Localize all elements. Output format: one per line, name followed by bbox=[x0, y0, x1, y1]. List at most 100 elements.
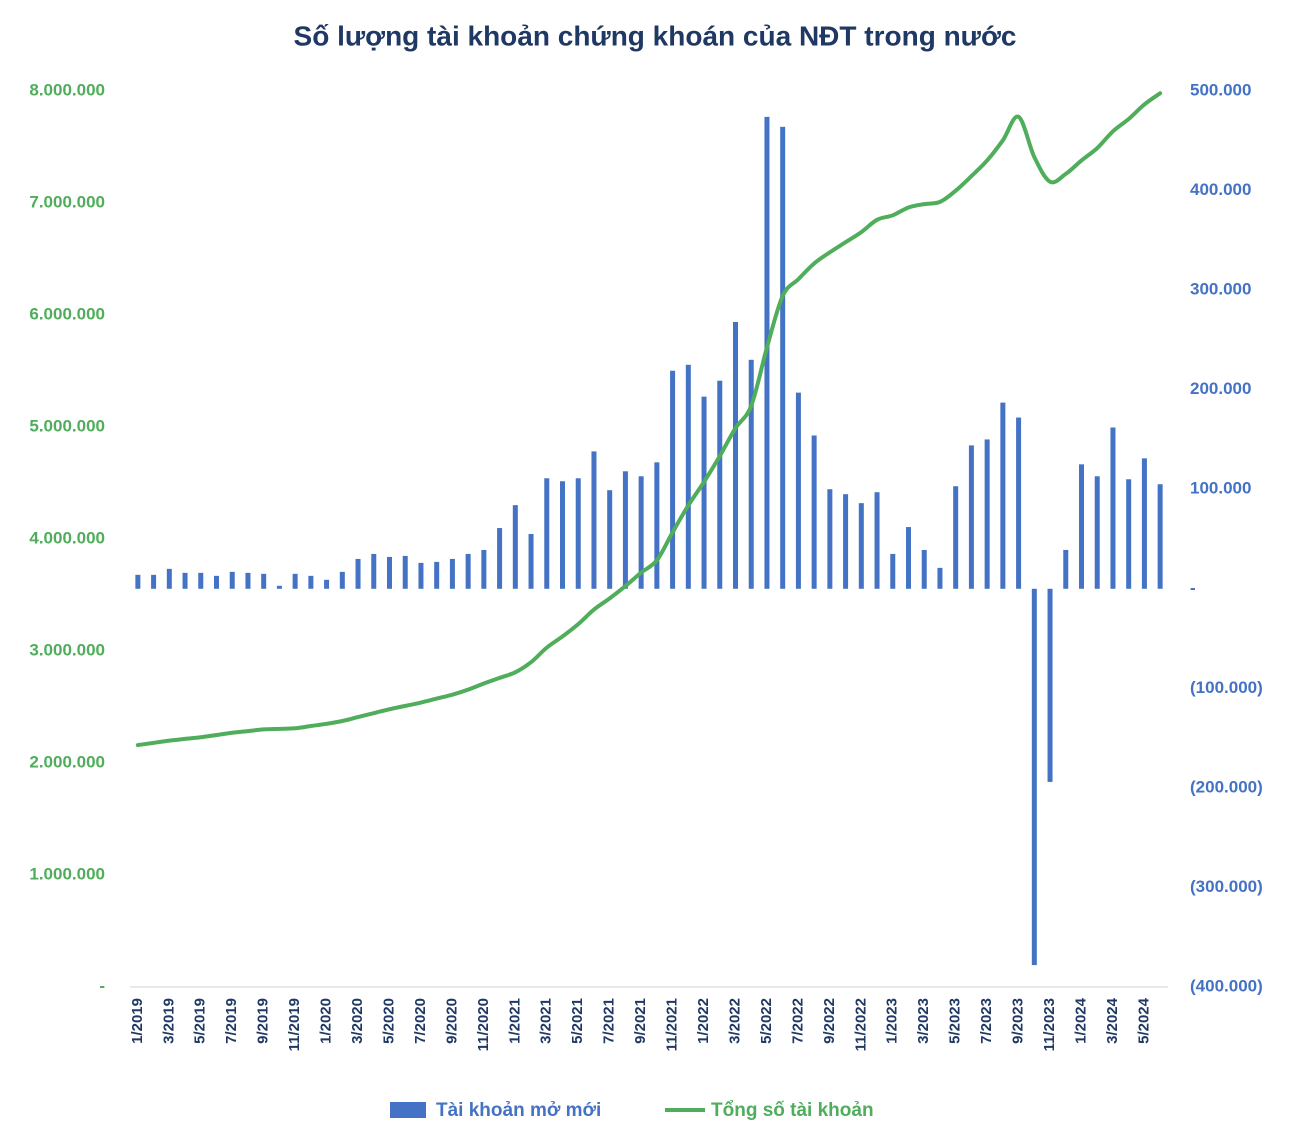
x-tick-label: 3/2019 bbox=[160, 998, 177, 1044]
bar bbox=[151, 574, 157, 589]
y2-tick-label: (300.000) bbox=[1190, 877, 1263, 896]
y2-tick-label: 400.000 bbox=[1190, 180, 1251, 199]
x-tick-label: 5/2021 bbox=[569, 998, 586, 1044]
bar bbox=[198, 572, 204, 589]
y-tick-label: 4.000.000 bbox=[29, 528, 105, 547]
bar bbox=[245, 572, 251, 589]
bar bbox=[874, 492, 880, 589]
bar bbox=[1110, 427, 1116, 589]
bar bbox=[371, 553, 377, 589]
bar bbox=[780, 126, 786, 589]
bar bbox=[685, 364, 691, 589]
x-tick-label: 9/2019 bbox=[255, 998, 272, 1044]
legend-label: Tài khoản mở mới bbox=[436, 1100, 601, 1121]
y2-tick-label: (400.000) bbox=[1190, 976, 1263, 995]
bar bbox=[418, 562, 424, 589]
bar bbox=[733, 321, 738, 589]
bar bbox=[434, 561, 440, 589]
y2-tick-label: (100.000) bbox=[1190, 678, 1263, 697]
bar bbox=[261, 573, 267, 589]
x-tick-label: 7/2021 bbox=[601, 998, 618, 1044]
bar bbox=[1000, 402, 1006, 589]
y2-tick-label: 100.000 bbox=[1190, 479, 1251, 498]
bar bbox=[701, 396, 707, 589]
x-tick-label: 7/2020 bbox=[412, 998, 429, 1044]
x-tick-label: 9/2023 bbox=[1010, 998, 1027, 1044]
bar bbox=[544, 478, 550, 589]
bar bbox=[560, 481, 565, 589]
y-tick-label: 1.000.000 bbox=[29, 864, 105, 883]
bar bbox=[622, 471, 628, 589]
bar bbox=[292, 573, 298, 589]
x-tick-label: 3/2023 bbox=[915, 998, 932, 1044]
bar bbox=[811, 435, 817, 589]
x-tick-label: 1/2020 bbox=[318, 998, 335, 1044]
bar bbox=[638, 476, 644, 589]
x-tick-label: 11/2021 bbox=[664, 998, 681, 1051]
x-tick-label: 7/2023 bbox=[978, 998, 995, 1044]
y2-tick-label: 500.000 bbox=[1190, 80, 1251, 99]
bar bbox=[497, 528, 503, 589]
x-tick-label: 11/2020 bbox=[475, 998, 492, 1051]
bar bbox=[528, 534, 534, 589]
y-tick-label: 6.000.000 bbox=[29, 304, 105, 323]
y-tick-label: 2.000.000 bbox=[29, 752, 105, 771]
bar bbox=[481, 549, 487, 589]
x-tick-label: 11/2019 bbox=[286, 998, 303, 1051]
bar bbox=[748, 359, 754, 589]
bar bbox=[937, 567, 943, 589]
bar bbox=[968, 445, 974, 589]
bar bbox=[717, 380, 723, 589]
bar bbox=[1031, 588, 1037, 966]
bar bbox=[1047, 588, 1053, 782]
x-tick-label: 9/2022 bbox=[821, 998, 838, 1044]
bar bbox=[449, 558, 455, 589]
y2-tick-label: 200.000 bbox=[1190, 379, 1251, 398]
bar bbox=[308, 575, 314, 589]
bar bbox=[182, 572, 188, 589]
bar bbox=[607, 490, 613, 589]
x-tick-label: 9/2020 bbox=[443, 998, 460, 1044]
x-tick-label: 11/2023 bbox=[1041, 998, 1058, 1051]
bar bbox=[890, 553, 896, 589]
legend-swatch bbox=[390, 1102, 426, 1118]
y2-tick-label: (200.000) bbox=[1190, 777, 1263, 796]
bar bbox=[402, 555, 408, 589]
x-tick-label: 5/2019 bbox=[192, 998, 209, 1044]
bar bbox=[1079, 464, 1084, 589]
bar bbox=[387, 556, 392, 589]
bar bbox=[355, 558, 361, 589]
x-tick-label: 1/2019 bbox=[129, 998, 146, 1044]
bar bbox=[921, 549, 927, 589]
y-tick-label: 5.000.000 bbox=[29, 416, 105, 435]
y-tick-label: 3.000.000 bbox=[29, 640, 105, 659]
bar bbox=[214, 575, 219, 589]
bar bbox=[1016, 417, 1022, 589]
x-tick-label: 1/2022 bbox=[695, 998, 712, 1044]
legend-label: Tổng số tài khoản bbox=[711, 1100, 874, 1121]
bar bbox=[953, 486, 959, 589]
x-tick-label: 1/2023 bbox=[884, 998, 901, 1044]
y-tick-label: - bbox=[99, 976, 105, 995]
y2-tick-label: - bbox=[1190, 578, 1196, 597]
bar bbox=[843, 494, 849, 589]
x-tick-label: 1/2024 bbox=[1072, 997, 1089, 1044]
x-tick-label: 9/2021 bbox=[632, 998, 649, 1044]
bar bbox=[465, 553, 471, 589]
bar bbox=[1063, 549, 1069, 589]
bar bbox=[1094, 476, 1100, 589]
line bbox=[135, 91, 1163, 748]
bar bbox=[1141, 458, 1147, 589]
bar bbox=[1157, 484, 1163, 589]
bar bbox=[324, 579, 330, 589]
y-tick-label: 7.000.000 bbox=[29, 192, 105, 211]
bar bbox=[591, 451, 597, 589]
x-tick-label: 7/2019 bbox=[223, 998, 240, 1044]
y2-tick-label: 300.000 bbox=[1190, 280, 1251, 299]
x-tick-label: 1/2021 bbox=[506, 998, 523, 1044]
x-tick-label: 3/2022 bbox=[726, 998, 743, 1044]
bar bbox=[135, 574, 141, 589]
x-tick-label: 3/2020 bbox=[349, 998, 366, 1044]
x-tick-label: 5/2022 bbox=[758, 998, 775, 1044]
